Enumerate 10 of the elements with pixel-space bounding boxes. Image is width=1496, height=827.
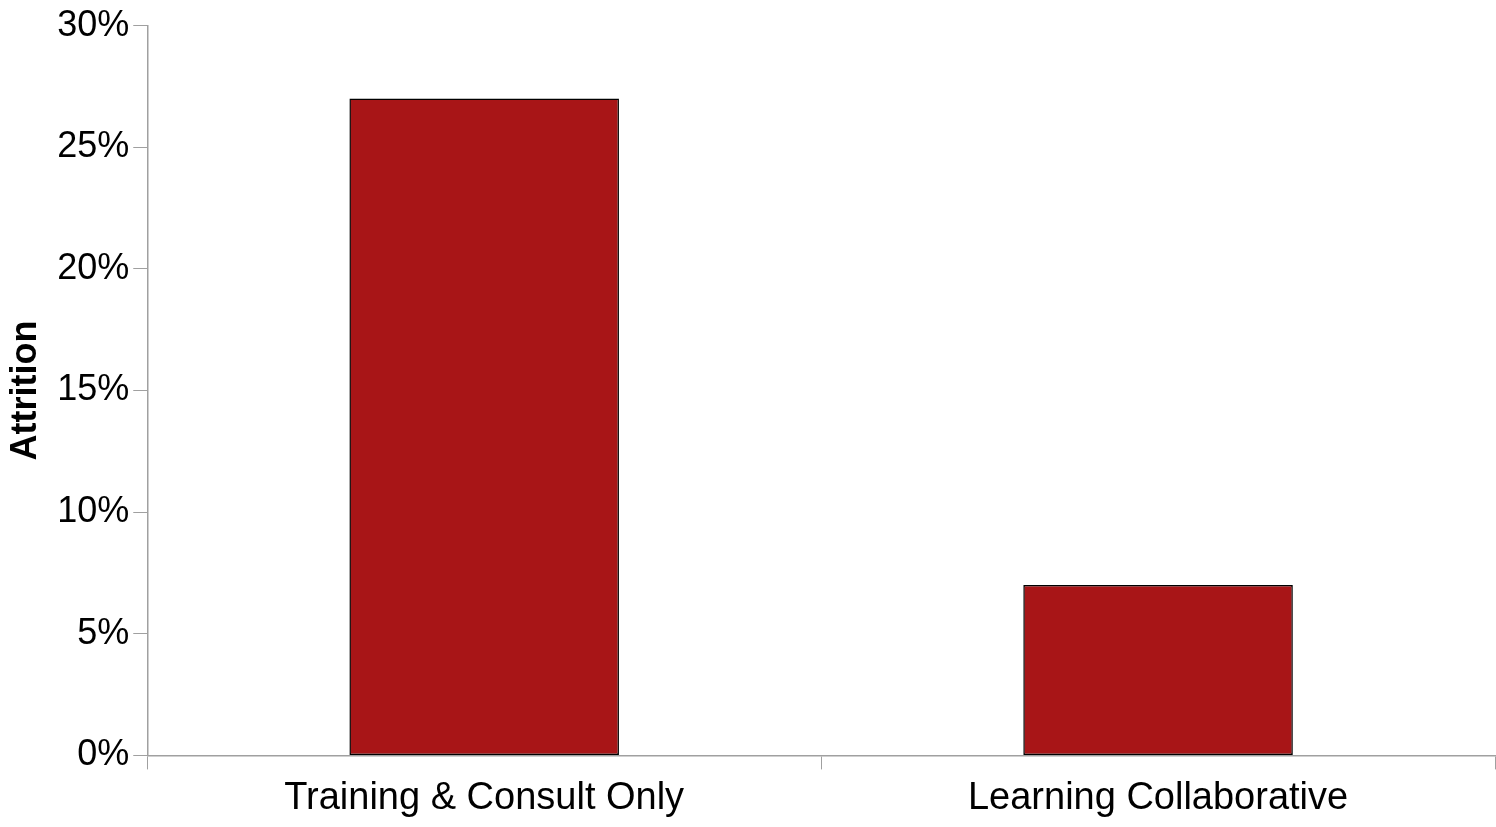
y-tick-label: 15% (57, 367, 130, 409)
x-tick-label: Training & Consult Only (284, 774, 685, 817)
y-tick-label: 20% (57, 245, 130, 287)
y-axis-title: Attrition (2, 320, 44, 461)
y-tick-label: 0% (77, 732, 130, 774)
y-tick-label: 10% (57, 489, 130, 531)
y-tick-label: 5% (77, 610, 130, 652)
y-tick-label: 25% (57, 124, 130, 166)
x-tick-label: Learning Collaborative (967, 774, 1349, 817)
y-tick-label: 30% (57, 2, 130, 44)
